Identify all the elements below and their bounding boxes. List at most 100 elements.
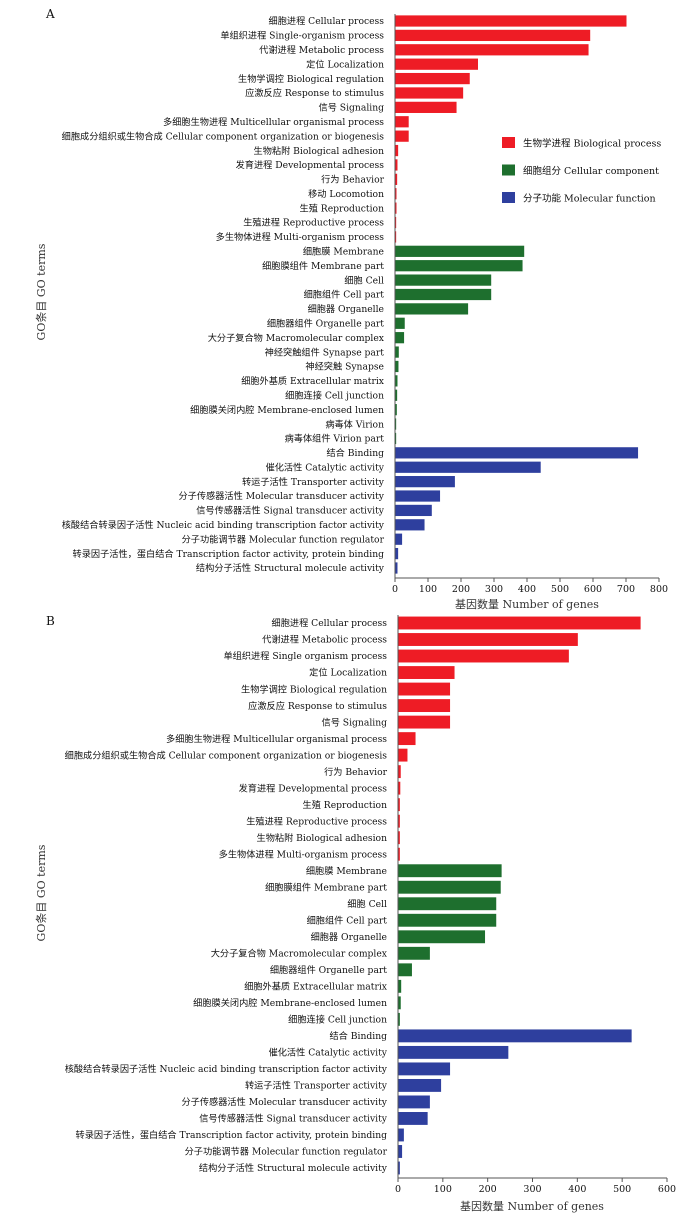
panel-b-bar bbox=[398, 1112, 428, 1125]
panel-a-category-label: 发育进程 Developmental process bbox=[236, 159, 385, 171]
panel-b-category-label: 细胞膜 Membrane bbox=[306, 865, 387, 877]
panel-a-bar bbox=[395, 418, 397, 430]
panel-b-category-label: 分子功能调节器 Molecular function regulator bbox=[185, 1146, 388, 1158]
panel-a-bar bbox=[395, 159, 398, 171]
panel-b-category-label: 细胞组件 Cell part bbox=[307, 914, 388, 926]
panel-b-bar bbox=[398, 633, 578, 646]
panel-b-category-label: 细胞器组件 Organelle part bbox=[270, 964, 387, 976]
panel-a-category-label: 细胞器 Organelle bbox=[308, 303, 384, 315]
panel-a-category-label: 分子传感器活性 Molecular transducer activity bbox=[179, 490, 385, 502]
panel-a-y-axis-label: GO条目 GO terms bbox=[34, 243, 48, 340]
panel-a-bar bbox=[395, 360, 399, 373]
panel-b-category-label: 催化活性 Catalytic activity bbox=[269, 1047, 388, 1059]
panel-b-category-label: 生物学调控 Biological regulation bbox=[241, 683, 387, 695]
panel-b-bar bbox=[398, 1062, 451, 1076]
panel-a-bar bbox=[395, 504, 432, 517]
panel-b-bar bbox=[398, 946, 430, 960]
panel-b-category-label: 生物粘附 Biological adhesion bbox=[257, 832, 388, 844]
panel-b-bar bbox=[398, 798, 400, 812]
panel-a-category-label: 结构分子活性 Structural molecule activity bbox=[196, 562, 385, 574]
panel-b-category-label: 大分子复合物 Macromolecular complex bbox=[211, 948, 388, 960]
panel-b-bar bbox=[398, 616, 641, 630]
panel-a-bar bbox=[395, 490, 441, 502]
panel-a-category-label: 催化活性 Catalytic activity bbox=[266, 461, 385, 473]
panel-b-bar bbox=[398, 897, 497, 911]
panel-b-bar bbox=[398, 996, 401, 1010]
panel-a-category-label: 单组织进程 Single-organism process bbox=[220, 30, 384, 42]
panel-a-bar bbox=[395, 231, 397, 243]
panel-a-category-label: 细胞膜 Membrane bbox=[303, 246, 384, 258]
panel-b-category-label: 多生物体进程 Multi-organism process bbox=[219, 848, 388, 860]
panel-a-bar bbox=[395, 404, 397, 416]
panel-b-category-label: 结合 Binding bbox=[329, 1030, 387, 1042]
panel-a-bar bbox=[395, 130, 409, 142]
panel-a-bar bbox=[395, 519, 425, 531]
panel-b-category-label: 应激反应 Response to stimulus bbox=[248, 700, 387, 712]
panel-b-x-tick-label: 600 bbox=[658, 1184, 676, 1195]
panel-b-bar bbox=[398, 699, 451, 713]
panel-a-category-label: 细胞外基质 Extracellular matrix bbox=[241, 375, 385, 387]
panel-a-bar bbox=[395, 87, 464, 99]
panel-a-x-tick-label: 600 bbox=[584, 584, 602, 595]
panel-b-bar bbox=[398, 930, 486, 944]
panel-a-label: A bbox=[45, 7, 55, 21]
panel-b-category-label: 信号 Signaling bbox=[322, 716, 388, 728]
panel-a-legend-label: 生物学进程 Biological process bbox=[523, 138, 661, 150]
panel-a-category-label: 细胞连接 Cell junction bbox=[285, 389, 384, 401]
panel-b-category-label: 细胞器 Organelle bbox=[311, 931, 387, 943]
panel-a-bar bbox=[395, 188, 397, 200]
panel-b-category-label: 细胞成分组织或生物合成 Cellular component organizat… bbox=[65, 749, 388, 761]
panel-a-category-label: 神经突触组件 Synapse part bbox=[265, 346, 385, 358]
panel-a-x-tick-label: 400 bbox=[518, 584, 536, 595]
panel-b-bar bbox=[398, 1012, 400, 1026]
panel-a-bar bbox=[395, 116, 409, 128]
panel-a-category-label: 信号 Signaling bbox=[319, 102, 385, 114]
panel-a-bar bbox=[395, 29, 591, 42]
panel-a-bar bbox=[395, 72, 470, 85]
panel-a-bar bbox=[395, 303, 469, 315]
panel-b-x-tick-label: 0 bbox=[395, 1184, 401, 1195]
panel-a-bar bbox=[395, 547, 399, 560]
panel-a-x-tick-label: 500 bbox=[551, 584, 569, 595]
panel-a-category-label: 信号传感器活性 Signal transducer activity bbox=[196, 505, 385, 517]
panel-a-category-label: 细胞 Cell bbox=[344, 274, 384, 286]
panel-a-category-label: 分子功能调节器 Molecular function regulator bbox=[182, 533, 385, 545]
panel-b-category-label: 代谢进程 Metabolic process bbox=[262, 634, 387, 646]
panel-a-category-label: 结合 Binding bbox=[326, 447, 384, 459]
panel-b-category-label: 细胞膜组件 Membrane part bbox=[265, 881, 387, 893]
panel-b-bar bbox=[398, 765, 401, 779]
panel-b-bar bbox=[398, 979, 402, 993]
panel-a-category-label: 转运子活性 Transporter activity bbox=[242, 476, 385, 488]
panel-b-category-label: 生殖进程 Reproductive process bbox=[246, 815, 387, 827]
panel-b-bar bbox=[398, 1128, 404, 1142]
panel-a-bar bbox=[395, 15, 627, 27]
panel-b-bar bbox=[398, 781, 401, 795]
panel-b-category-label: 分子传感器活性 Molecular transducer activity bbox=[182, 1096, 388, 1108]
panel-a-category-label: 病毒体组件 Virion part bbox=[285, 433, 385, 445]
panel-b-category-label: 细胞外基质 Extracellular matrix bbox=[244, 981, 388, 993]
panel-b-category-label: 细胞进程 Cellular process bbox=[272, 617, 388, 629]
panel-a-category-label: 代谢进程 Metabolic process bbox=[259, 44, 384, 56]
panel-b-category-label: 核酸结合转录因子活性 Nucleic acid binding transcri… bbox=[65, 1063, 388, 1075]
panel-a-x-tick-label: 700 bbox=[617, 584, 635, 595]
panel-b-bar bbox=[398, 1029, 632, 1043]
panel-b-bar bbox=[398, 880, 501, 894]
panel-b-x-tick-label: 300 bbox=[523, 1184, 541, 1195]
panel-a-bar bbox=[395, 389, 398, 401]
panel-b-x-tick-label: 200 bbox=[479, 1184, 497, 1195]
panel-a-bar bbox=[395, 375, 398, 387]
panel-a-category-label: 定位 Localization bbox=[306, 58, 384, 70]
panel-a-bar bbox=[395, 288, 492, 301]
panel-a-x-axis-label: 基因数量 Number of genes bbox=[455, 598, 599, 611]
panel-b-bar bbox=[398, 682, 451, 696]
panel-a-category-label: 生殖 Reproduction bbox=[300, 202, 385, 214]
panel-a-bar bbox=[395, 44, 589, 56]
panel-a-category-label: 应激反应 Response to stimulus bbox=[245, 87, 384, 99]
panel-a-category-label: 生殖进程 Reproductive process bbox=[243, 217, 384, 229]
panel-b-bar bbox=[398, 963, 412, 977]
panel-b-category-label: 转录因子活性，蛋白结合 Transcription factor activit… bbox=[76, 1129, 388, 1141]
panel-a-legend-swatch bbox=[502, 137, 515, 148]
panel-a-legend-label: 细胞组分 Cellular component bbox=[523, 165, 659, 177]
panel-b-bar bbox=[398, 831, 400, 845]
